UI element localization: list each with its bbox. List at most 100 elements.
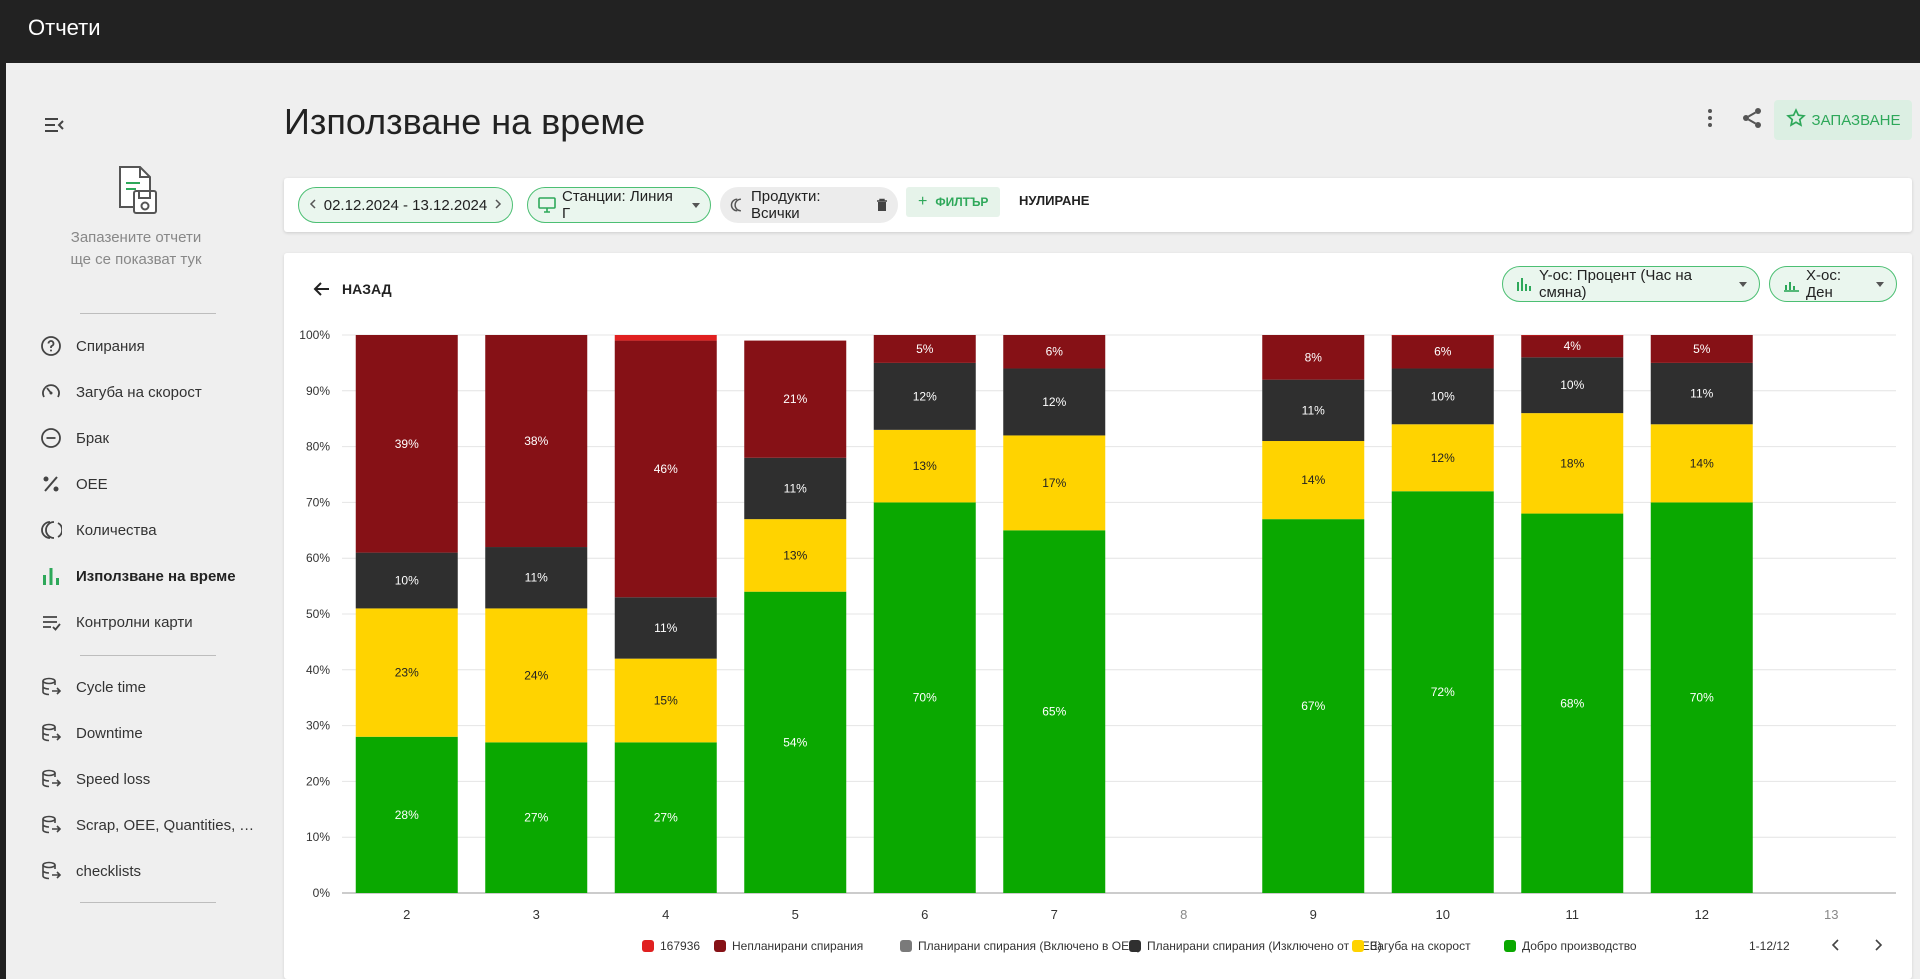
share-button[interactable] bbox=[1740, 107, 1764, 132]
data-label: 14% bbox=[1690, 456, 1714, 470]
legend-item[interactable]: Добро производство bbox=[1504, 939, 1637, 953]
trash-icon[interactable] bbox=[876, 198, 888, 212]
sidebar-item-control-charts[interactable]: Контролни карти bbox=[40, 605, 260, 639]
arrow-left-icon bbox=[312, 279, 332, 299]
sidebar-item-label: Брак bbox=[76, 429, 110, 447]
legend-label: Загуба на скорост bbox=[1370, 939, 1471, 953]
legend-item[interactable]: Планирани спирания (Изключено от OEE) bbox=[1129, 939, 1382, 953]
chevron-left-icon[interactable] bbox=[307, 197, 319, 214]
sidebar-item-oee[interactable]: OEE bbox=[40, 467, 260, 501]
legend-item[interactable]: Непланирани спирания bbox=[714, 939, 863, 953]
bar-segment bbox=[1003, 368, 1106, 436]
data-label: 10% bbox=[1560, 378, 1584, 392]
data-label: 23% bbox=[395, 666, 419, 680]
x-tick-label: 4 bbox=[662, 907, 669, 922]
sidebar-item-checklists[interactable]: checklists bbox=[40, 854, 260, 888]
data-label: 72% bbox=[1431, 685, 1455, 699]
database-export-icon bbox=[40, 722, 62, 744]
bar-segment bbox=[1391, 368, 1494, 425]
sidebar-item-scrap-oee-export[interactable]: Scrap, OEE, Quantities, Ti... bbox=[40, 808, 260, 842]
date-range-chip[interactable]: 02.12.2024 - 13.12.2024 bbox=[298, 187, 513, 223]
sidebar-item-scrap[interactable]: Брак bbox=[40, 421, 260, 455]
legend-item[interactable]: 167936 bbox=[642, 939, 700, 953]
bar-segment bbox=[1521, 413, 1624, 514]
save-report-button[interactable]: ЗАПАЗВАНЕ bbox=[1774, 100, 1912, 140]
data-label: 11% bbox=[784, 481, 807, 495]
x-tick-label: 3 bbox=[533, 907, 540, 922]
bar-segment bbox=[1003, 335, 1106, 369]
bar-segment bbox=[1262, 519, 1365, 893]
save-label: ЗАПАЗВАНЕ bbox=[1811, 111, 1901, 129]
sidebar-item-stops[interactable]: Спирания bbox=[40, 329, 260, 363]
y-tick-label: 100% bbox=[299, 328, 330, 342]
sidebar-item-label: Scrap, OEE, Quantities, Ti... bbox=[76, 816, 256, 834]
bar-segment bbox=[1650, 502, 1753, 893]
data-label: 67% bbox=[1301, 699, 1325, 713]
database-export-icon bbox=[40, 860, 62, 882]
sidebar-item-label: Контролни карти bbox=[76, 613, 193, 631]
x-tick-label: 2 bbox=[403, 907, 410, 922]
data-label: 5% bbox=[916, 342, 934, 356]
data-label: 24% bbox=[524, 668, 548, 682]
back-button[interactable]: НАЗАД bbox=[312, 279, 392, 299]
bar-segment bbox=[355, 736, 458, 893]
bar-segment bbox=[355, 552, 458, 609]
legend-label: Планирани спирания (Включено в OEE) bbox=[918, 939, 1142, 953]
sidebar-item-quantities[interactable]: Количества bbox=[40, 513, 260, 547]
sidebar-divider bbox=[80, 313, 216, 314]
data-label: 18% bbox=[1560, 456, 1584, 470]
sidebar-item-speed-loss[interactable]: Загуба на скорост bbox=[40, 375, 260, 409]
sidebar-item-label: checklists bbox=[76, 862, 142, 880]
sidebar-item-time-usage[interactable]: Използване на време bbox=[40, 559, 260, 593]
bar-segment bbox=[614, 658, 717, 743]
products-filter-chip[interactable]: Продукти: Всички bbox=[720, 187, 898, 223]
bar-segment bbox=[1650, 362, 1753, 425]
legend-item[interactable]: Загуба на скорост bbox=[1352, 939, 1471, 953]
bar-segment bbox=[485, 608, 588, 743]
legend-next-button[interactable] bbox=[1866, 933, 1890, 957]
chevron-right-icon[interactable] bbox=[492, 197, 504, 214]
x-axis-selector[interactable]: X-ос: Ден bbox=[1769, 266, 1897, 302]
bar-segment bbox=[485, 742, 588, 893]
sidebar-item-downtime[interactable]: Downtime bbox=[40, 716, 260, 750]
saved-reports-text-1: Запазените отчети bbox=[70, 229, 202, 246]
more-options-button[interactable] bbox=[1698, 108, 1722, 132]
data-label: 15% bbox=[654, 693, 678, 707]
legend-label: 167936 bbox=[660, 939, 701, 953]
reset-filters-button[interactable]: НУЛИРАНЕ bbox=[1019, 193, 1090, 208]
saved-reports-placeholder: Запазените отчети ще се показват тук bbox=[46, 161, 226, 271]
collapse-menu-icon[interactable] bbox=[42, 113, 66, 137]
x-tick-label: 11 bbox=[1566, 907, 1580, 922]
percent-icon bbox=[40, 473, 62, 495]
add-filter-button[interactable]: + ФИЛТЪР bbox=[906, 187, 1001, 217]
y-axis-label: Y-ос: Процент (Час на смяна) bbox=[1539, 267, 1692, 301]
legend-swatch bbox=[900, 940, 912, 952]
monitor-icon bbox=[538, 197, 556, 213]
sidebar-item-label: Количества bbox=[76, 521, 157, 539]
data-label: 11% bbox=[654, 621, 677, 635]
data-label: 46% bbox=[654, 462, 678, 476]
bar-segment bbox=[1521, 513, 1624, 893]
legend-prev-button[interactable] bbox=[1824, 933, 1848, 957]
bar-segment bbox=[485, 547, 588, 609]
data-label: 17% bbox=[1042, 476, 1066, 490]
legend-swatch bbox=[642, 940, 654, 952]
bar-segment bbox=[1262, 441, 1365, 520]
sidebar-item-speed-loss-export[interactable]: Speed loss bbox=[40, 762, 260, 796]
legend-item[interactable]: Планирани спирания (Включено в OEE) bbox=[900, 939, 1141, 953]
data-label: 54% bbox=[783, 735, 807, 749]
data-label: 21% bbox=[783, 392, 807, 406]
sidebar-item-label: Загуба на скорост bbox=[76, 383, 202, 401]
bar-segment bbox=[1262, 335, 1365, 380]
database-export-icon bbox=[40, 768, 62, 790]
data-label: 13% bbox=[783, 548, 807, 562]
y-axis-selector[interactable]: Y-ос: Процент (Час на смяна) bbox=[1502, 266, 1760, 302]
data-label: 4% bbox=[1564, 339, 1582, 353]
caret-down-icon bbox=[692, 202, 700, 208]
y-tick-label: 20% bbox=[306, 774, 330, 788]
database-export-icon bbox=[40, 676, 62, 698]
sidebar-item-cycle-time[interactable]: Cycle time bbox=[40, 670, 260, 704]
bar-segment bbox=[1391, 491, 1494, 893]
legend-swatch bbox=[1504, 940, 1516, 952]
stations-filter-chip[interactable]: Станции: Линия Г bbox=[527, 187, 711, 223]
